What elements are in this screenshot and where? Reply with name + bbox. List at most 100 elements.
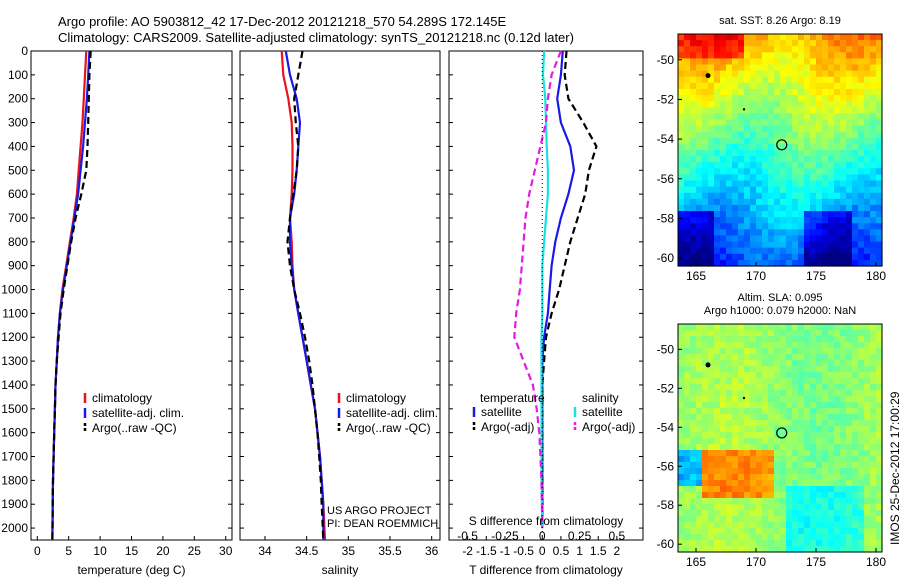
map-cell (720, 384, 727, 391)
map-cell (714, 192, 721, 200)
map-cell (762, 456, 769, 463)
map-cell (684, 360, 691, 367)
map-cell (870, 241, 877, 249)
series-line (280, 50, 327, 541)
map-cell (732, 143, 739, 151)
map-cell (750, 253, 757, 261)
map-cell (840, 480, 847, 487)
map-cell (828, 88, 835, 96)
map-cell (798, 52, 805, 60)
map-cell (678, 414, 685, 421)
map-cell (678, 516, 685, 523)
map-cell (864, 492, 871, 499)
map-cell (714, 259, 721, 267)
map-cell (720, 82, 727, 90)
map-cell (726, 336, 733, 343)
map-cell (726, 235, 733, 243)
map-cell (828, 540, 835, 547)
map-cell (864, 259, 871, 267)
map-cell (726, 504, 733, 511)
map-cell (690, 420, 697, 427)
map-cell (858, 438, 865, 445)
map-cell (780, 330, 787, 337)
map-cell (786, 420, 793, 427)
map-cell (726, 378, 733, 385)
map-cell (738, 107, 745, 114)
map-cell (828, 101, 835, 108)
map-cell (762, 156, 769, 163)
map-cell (678, 546, 685, 553)
map-cell (726, 150, 733, 157)
map-cell (786, 336, 793, 343)
map-cell (804, 180, 811, 188)
map-cell (720, 372, 727, 379)
map-cell (756, 52, 763, 60)
map-cell (732, 438, 739, 445)
legend-label: Argo(-adj) (481, 420, 534, 434)
map-cell (714, 480, 721, 487)
map-cell (876, 408, 883, 415)
map-cell (840, 180, 847, 188)
map-cell (792, 354, 799, 361)
map-cell (774, 480, 781, 487)
map-cell (774, 390, 781, 397)
map-cell (678, 486, 685, 493)
map-cell (816, 235, 823, 243)
map-cell (762, 259, 769, 267)
map-cell (684, 150, 691, 157)
map-cell (690, 211, 697, 218)
map-cell (738, 113, 745, 121)
map-cell (714, 88, 721, 96)
map-cell (684, 324, 691, 331)
map-cell (786, 426, 793, 433)
map-cell (858, 58, 865, 66)
map-cell (678, 390, 685, 397)
map-cell (786, 402, 793, 409)
map-cell (762, 113, 769, 121)
map-cell (738, 247, 745, 255)
map-cell (726, 186, 733, 194)
map-cell (852, 474, 859, 481)
map-cell (822, 101, 829, 108)
map-cell (720, 336, 727, 343)
map-cell (852, 58, 859, 66)
map-cell (762, 198, 769, 206)
map-cell (810, 390, 817, 397)
map-cell (840, 235, 847, 243)
top-axis-label: S difference from climatology (469, 514, 624, 528)
map-cell (852, 241, 859, 249)
map-cell (846, 192, 853, 200)
map-cell (726, 217, 733, 224)
series-line (286, 50, 325, 541)
y-tick-label: 700 (8, 211, 28, 225)
map-cell (846, 113, 853, 121)
profile-panel-1: 34 34.5 35 35.5 36salinityclimatologysatelli… (239, 50, 441, 577)
map-cell (798, 384, 805, 391)
map-cell (858, 101, 865, 108)
map-cell (810, 34, 817, 41)
map-x-tick-label: 180 (866, 555, 886, 569)
map-cell (708, 540, 715, 547)
map-cell (708, 253, 715, 261)
map-cell (810, 366, 817, 373)
map-cell (792, 253, 799, 261)
map-cell (828, 235, 835, 243)
map-cell (804, 372, 811, 379)
map-cell (780, 486, 787, 493)
map-cell (762, 137, 769, 145)
map-cell (732, 324, 739, 331)
y-tick-label: 100 (8, 68, 28, 82)
map-cell (702, 486, 709, 493)
map-cell (744, 528, 751, 535)
map-cell (702, 95, 709, 102)
map-cell (738, 462, 745, 469)
map-cell (870, 348, 877, 355)
map-cell (678, 348, 685, 355)
map-cell (726, 324, 733, 331)
map-cell (804, 528, 811, 535)
map-cell (702, 52, 709, 60)
map-cell (744, 241, 751, 249)
map-cell (738, 235, 745, 243)
map-cell (738, 204, 745, 212)
map-cell (786, 474, 793, 481)
